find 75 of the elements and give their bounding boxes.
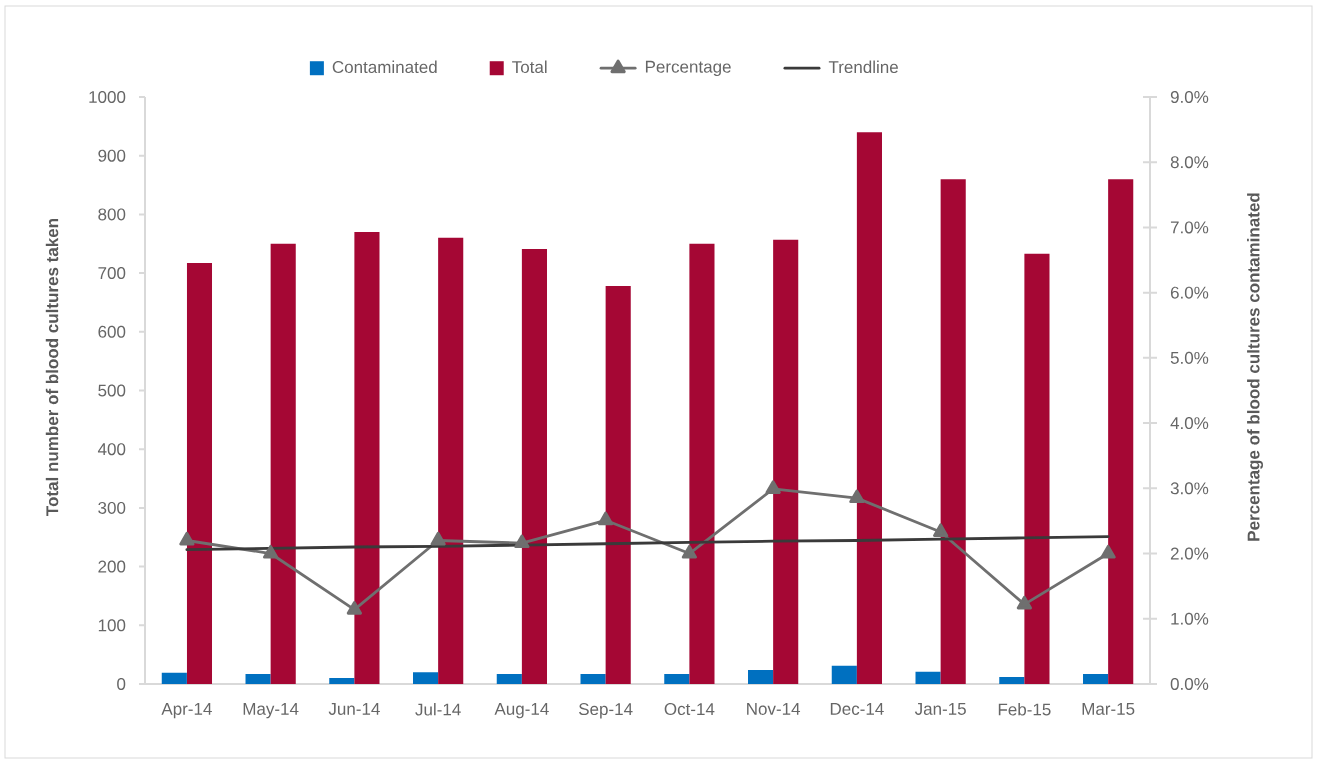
x-tick-label: Jul-14 xyxy=(415,703,461,716)
bar xyxy=(689,243,715,684)
y2-tick-label: 6.0% xyxy=(1170,286,1209,299)
y-tick-label: 300 xyxy=(98,501,126,514)
bar xyxy=(940,179,966,684)
y-tick-label: 900 xyxy=(98,149,126,162)
point xyxy=(933,523,949,538)
y-axis-title: Total number of blood cultures taken xyxy=(45,219,59,516)
point xyxy=(598,511,614,526)
x-tick-label: Oct-14 xyxy=(664,703,715,716)
point xyxy=(430,531,446,546)
bar xyxy=(664,674,690,684)
x-tick-label: Feb-15 xyxy=(998,703,1051,716)
point xyxy=(1016,595,1033,610)
legend-label: Total xyxy=(512,60,547,74)
x-tick-label: Jun-14 xyxy=(328,703,380,715)
y2-tick-label: 5.0% xyxy=(1170,351,1209,364)
y-tick-label: 600 xyxy=(98,325,126,338)
y2-tick-label: 7.0% xyxy=(1170,221,1209,234)
x-tick-label: Sep-14 xyxy=(579,703,633,719)
point xyxy=(765,480,781,494)
x-tick-label: Mar-15 xyxy=(1082,703,1135,715)
y2-tick-label: 1.0% xyxy=(1171,612,1209,625)
bar xyxy=(856,132,882,684)
x-tick-label: Apr-14 xyxy=(161,703,212,719)
y2-axis-title: Percentage of blood cultures contaminated xyxy=(1247,193,1264,541)
bar xyxy=(1083,674,1109,684)
legend-label: Trendline xyxy=(828,60,898,74)
y-tick-label: 500 xyxy=(98,384,126,397)
legend-label: Contaminated xyxy=(332,60,437,74)
y2-tick-label: 4.0% xyxy=(1170,417,1209,430)
y2-tick-label: 3.0% xyxy=(1170,482,1209,495)
bar xyxy=(748,669,774,684)
legend-label: Percentage xyxy=(645,60,731,77)
bar xyxy=(999,676,1025,684)
y-tick-label: 700 xyxy=(98,267,126,280)
point xyxy=(681,544,698,559)
x-tick-label: Dec-14 xyxy=(830,703,884,715)
bar xyxy=(1108,179,1134,684)
point xyxy=(346,601,363,615)
y2-tick-label: 8.0% xyxy=(1170,156,1209,169)
y-tick-label: 0 xyxy=(117,677,126,690)
y-tick-label: 400 xyxy=(97,443,126,456)
x-tick-label: May-14 xyxy=(243,703,299,719)
bar xyxy=(413,672,439,684)
x-tick-label: Aug-14 xyxy=(494,703,549,719)
point xyxy=(1100,544,1116,559)
y-tick-label: 800 xyxy=(98,208,126,221)
bar xyxy=(354,232,380,684)
point xyxy=(514,534,530,549)
bar xyxy=(605,286,631,684)
y-tick-label: 100 xyxy=(98,619,126,632)
bar xyxy=(186,263,213,684)
point xyxy=(263,544,279,559)
bar xyxy=(1024,253,1050,684)
y2-tick-label: 9.0% xyxy=(1170,90,1209,103)
bar xyxy=(245,674,271,684)
bar xyxy=(580,674,606,684)
y-tick-label: 1000 xyxy=(89,90,126,103)
bar xyxy=(496,674,522,684)
bar xyxy=(773,239,799,684)
bar xyxy=(831,665,857,684)
x-tick-label: Jan-15 xyxy=(914,703,966,715)
bar xyxy=(329,678,355,684)
bar xyxy=(270,243,296,684)
y2-tick-label: 2.0% xyxy=(1170,547,1209,560)
bar xyxy=(521,249,548,684)
bar xyxy=(438,237,464,684)
y-tick-label: 200 xyxy=(98,560,126,573)
bar xyxy=(161,672,187,684)
point xyxy=(849,489,865,504)
point xyxy=(179,531,195,546)
bar xyxy=(915,671,941,684)
x-tick-label: Nov-14 xyxy=(747,703,801,715)
y2-tick-label: 0.0% xyxy=(1170,677,1209,690)
